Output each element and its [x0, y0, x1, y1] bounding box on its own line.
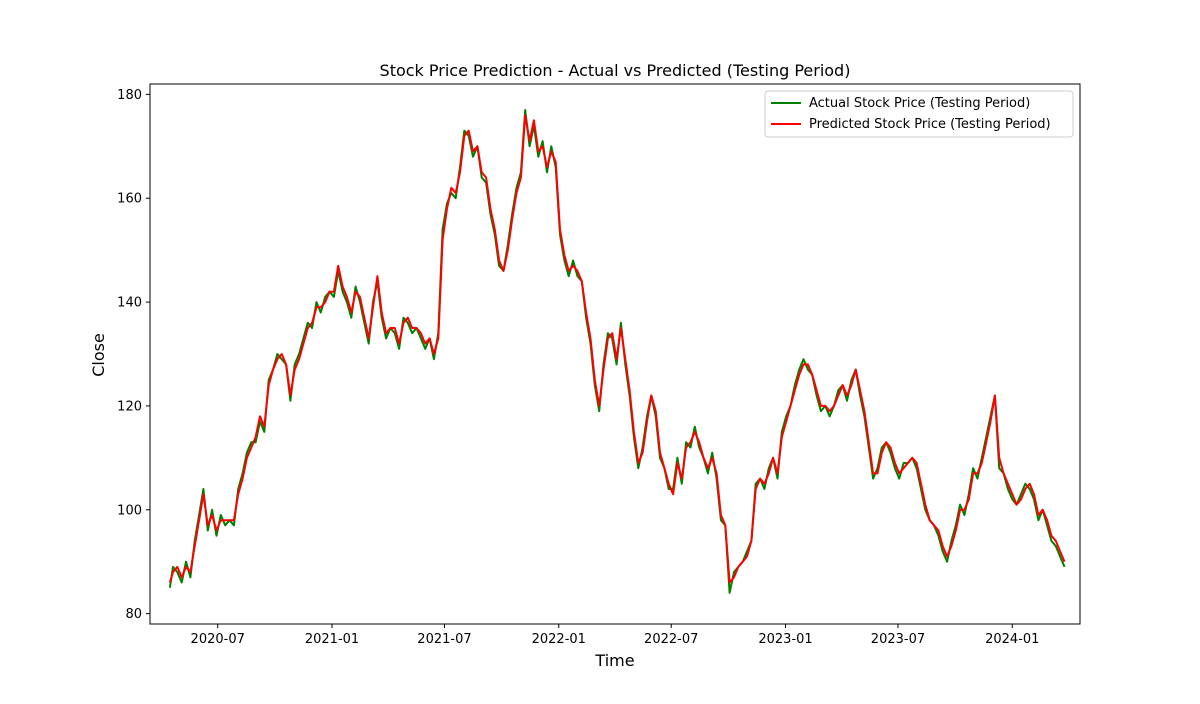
- series-layer: [168, 109, 1066, 594]
- y-axis-label: Close: [89, 333, 108, 377]
- x-tick-label: 2020-07: [191, 632, 245, 647]
- y-tick-label: 180: [117, 88, 142, 103]
- chart-title: Stock Price Prediction - Actual vs Predi…: [380, 61, 851, 80]
- x-tick-label: 2023-01: [758, 632, 812, 647]
- x-axis-label: Time: [594, 651, 634, 670]
- x-tick-label: 2022-01: [532, 632, 586, 647]
- legend-label-predicted: Predicted Stock Price (Testing Period): [809, 117, 1051, 132]
- x-tick-label: 2024-01: [985, 632, 1039, 647]
- y-tick-label: 120: [117, 399, 142, 414]
- y-tick-label: 160: [117, 192, 142, 207]
- y-tick-label: 140: [117, 296, 142, 311]
- x-tick-label: 2021-01: [305, 632, 359, 647]
- x-tick-label: 2022-07: [644, 632, 698, 647]
- series-line-predicted: [168, 114, 1066, 584]
- legend-box: [764, 90, 1074, 138]
- plot-frame: [149, 83, 1081, 625]
- y-tick-label: 80: [125, 607, 142, 622]
- legend: Actual Stock Price (Testing Period) Pred…: [764, 90, 1074, 138]
- x-tick-label: 2021-07: [417, 632, 471, 647]
- y-tick-label: 100: [117, 503, 142, 518]
- x-tick-label: 2023-07: [871, 632, 925, 647]
- series-line-actual: [168, 109, 1066, 594]
- axes-layer: 2020-07 2021-01 2021-07 2022-01 2022-07 2023-…: [117, 83, 1081, 647]
- legend-label-actual: Actual Stock Price (Testing Period): [809, 96, 1030, 111]
